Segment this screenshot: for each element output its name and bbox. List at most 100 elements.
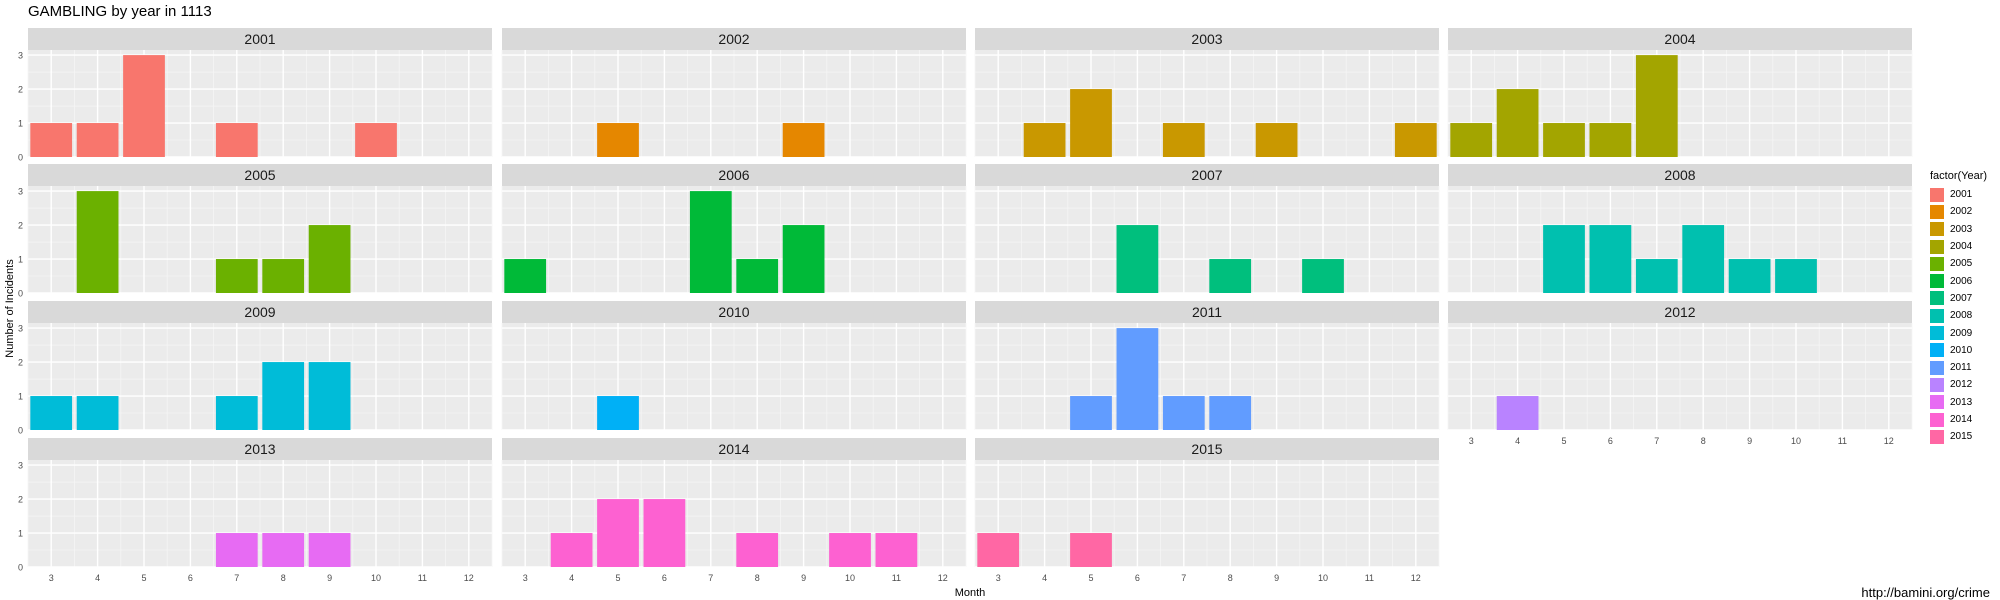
- x-tick-label: 11: [1365, 573, 1374, 583]
- x-tick-label: 3: [49, 573, 54, 583]
- bar: [215, 396, 258, 430]
- x-tick-label: 11: [892, 573, 901, 583]
- y-tick-label: 2: [18, 221, 23, 231]
- y-tick-label: 1: [18, 392, 23, 402]
- bar: [308, 362, 351, 430]
- bar: [262, 259, 305, 293]
- facet-strip: [1448, 301, 1912, 323]
- legend-swatch: [1930, 395, 1944, 410]
- legend-label: 2003: [1950, 223, 1973, 235]
- x-tick-label: 9: [801, 573, 806, 583]
- x-tick-label: 10: [845, 573, 855, 583]
- y-axis-title: Number of Incidents: [4, 259, 16, 358]
- bar: [1775, 259, 1817, 293]
- legend-item: 2013: [1930, 394, 1987, 411]
- legend-item: 2007: [1930, 290, 1987, 307]
- bar: [1496, 89, 1539, 157]
- y-tick-label: 1: [18, 119, 23, 129]
- legend-item: 2001: [1930, 186, 1987, 203]
- facet-strip: [975, 28, 1439, 50]
- legend-item: 2010: [1930, 342, 1987, 359]
- legend-label: 2011: [1950, 362, 1972, 374]
- bar: [1450, 123, 1493, 157]
- x-tick-label: 12: [1411, 573, 1421, 583]
- bar: [262, 533, 305, 567]
- x-tick-label: 7: [1654, 436, 1659, 446]
- bar: [355, 123, 397, 157]
- legend-swatch: [1930, 429, 1944, 444]
- bar: [597, 396, 639, 430]
- bar: [76, 191, 119, 293]
- bar: [597, 123, 639, 157]
- bar: [76, 123, 119, 157]
- bar: [215, 123, 258, 157]
- bar: [1116, 328, 1159, 430]
- legend-swatch: [1930, 412, 1944, 427]
- legend-label: 2004: [1950, 241, 1973, 253]
- legend-label: 2010: [1950, 344, 1973, 356]
- bar: [1589, 123, 1632, 157]
- x-tick-label: 8: [755, 573, 760, 583]
- facet-strip-label: 2004: [1664, 31, 1695, 47]
- y-tick-label: 0: [18, 426, 23, 436]
- bar: [30, 396, 73, 430]
- x-tick-label: 8: [1228, 573, 1233, 583]
- y-tick-label: 2: [18, 358, 23, 368]
- x-tick-label: 6: [188, 573, 193, 583]
- x-tick-label: 12: [938, 573, 948, 583]
- bar: [597, 499, 639, 567]
- facet-strip: [502, 28, 966, 50]
- facet-strip-label: 2002: [718, 31, 749, 47]
- legend-label: 2005: [1950, 258, 1973, 270]
- facet-strip-label: 2013: [244, 441, 275, 457]
- facet-strip-label: 2008: [1664, 167, 1695, 183]
- bar: [1543, 225, 1585, 293]
- x-tick-label: 10: [1791, 436, 1801, 446]
- x-tick-label: 5: [1088, 573, 1093, 583]
- legend-swatch: [1930, 274, 1944, 289]
- bar: [1682, 225, 1725, 293]
- y-tick-label: 0: [18, 153, 23, 163]
- x-tick-label: 5: [141, 573, 146, 583]
- facet-strip: [28, 164, 492, 186]
- x-tick-label: 8: [281, 573, 286, 583]
- x-tick-label: 10: [1318, 573, 1328, 583]
- bar: [1116, 225, 1159, 293]
- x-tick-label: 7: [708, 573, 713, 583]
- facet-strip-label: 2006: [718, 167, 749, 183]
- x-tick-label: 11: [418, 573, 427, 583]
- bar: [123, 55, 165, 157]
- y-tick-label: 1: [18, 529, 23, 539]
- x-tick-label: 6: [1135, 573, 1140, 583]
- bar: [1543, 123, 1585, 157]
- legend-swatch: [1930, 377, 1944, 392]
- x-tick-label: 11: [1838, 436, 1847, 446]
- facet-strip: [502, 164, 966, 186]
- legend-label: 2014: [1950, 414, 1973, 425]
- legend-label: 2001: [1950, 189, 1973, 201]
- bar: [76, 396, 119, 430]
- x-tick-label: 7: [234, 573, 239, 583]
- bar: [215, 259, 258, 293]
- bar: [550, 533, 593, 567]
- legend-item: 2009: [1930, 324, 1987, 341]
- bar: [736, 533, 779, 567]
- legend-item: 2003: [1930, 221, 1987, 238]
- bar: [308, 225, 351, 293]
- legend-swatch: [1930, 326, 1944, 341]
- bar: [1635, 259, 1678, 293]
- legend-swatch: [1930, 239, 1944, 254]
- bar: [1496, 396, 1539, 430]
- facet-strip-label: 2011: [1192, 304, 1222, 320]
- x-tick-label: 12: [464, 573, 474, 583]
- facet-strip: [975, 301, 1439, 323]
- y-tick-label: 1: [18, 255, 23, 265]
- facet-strip: [502, 301, 966, 323]
- legend-swatch: [1930, 204, 1944, 219]
- y-tick-label: 0: [18, 563, 23, 573]
- y-tick-label: 0: [18, 289, 23, 299]
- legend-label: 2009: [1950, 327, 1973, 339]
- facet-strip-label: 2010: [718, 304, 749, 320]
- bar: [1589, 225, 1632, 293]
- source-credit: http://bamini.org/crime: [1861, 585, 1990, 600]
